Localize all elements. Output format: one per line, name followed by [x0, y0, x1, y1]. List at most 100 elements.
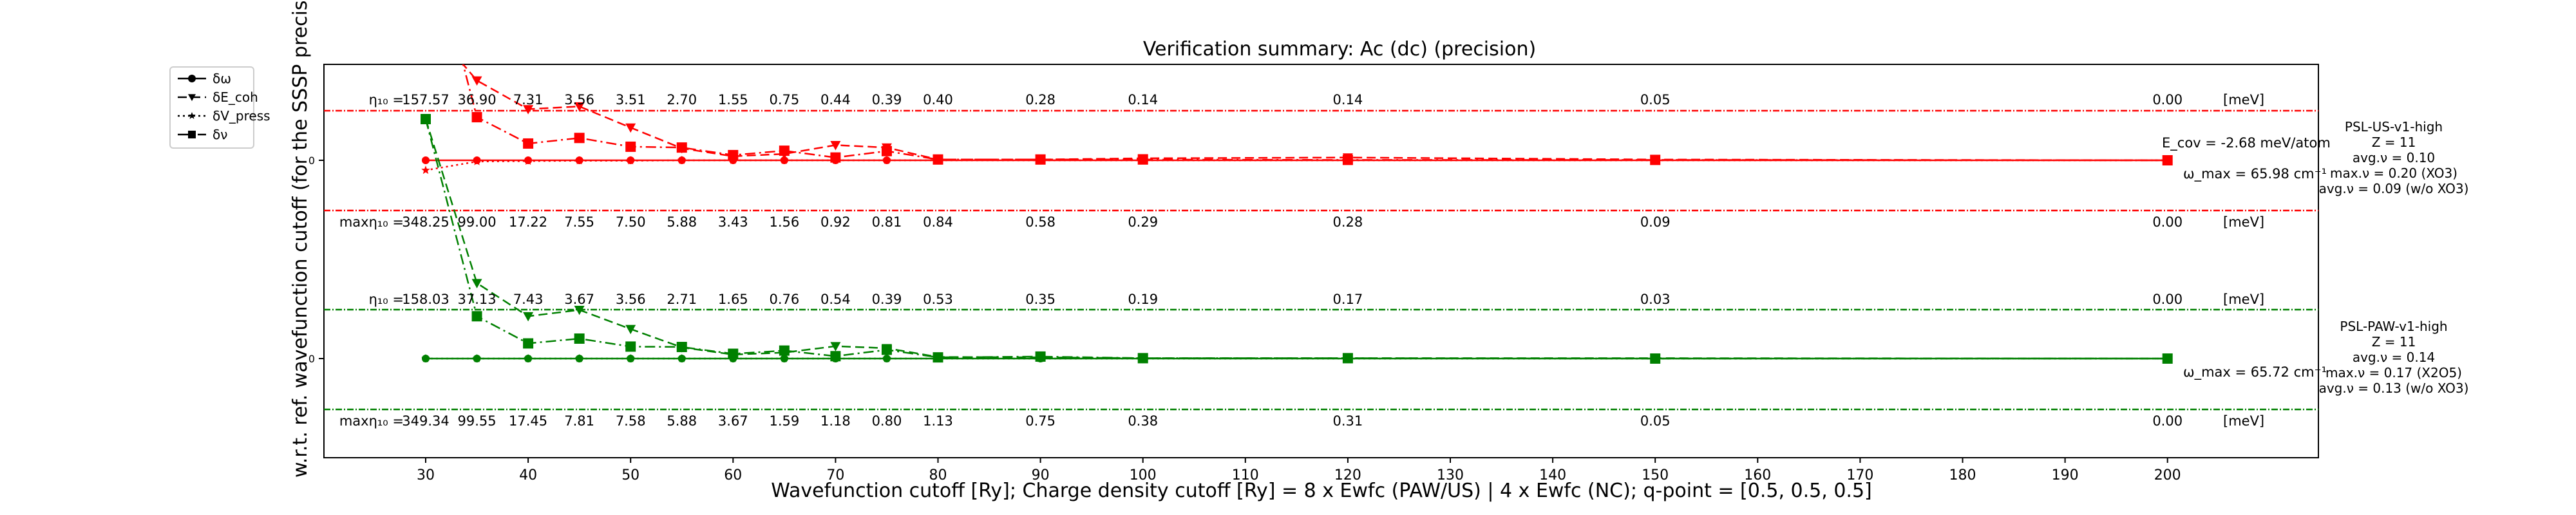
- data-point-ecoh: [574, 305, 585, 315]
- max-eta-value: 0.84: [923, 214, 953, 230]
- data-point-nu: [471, 112, 482, 123]
- annotation-layer: 157.57 348.25 36.90 99.00 7.31 17.22 3.56 7.55 3…: [339, 92, 2469, 429]
- data-layer: [324, 64, 2318, 411]
- data-point-omega: [1651, 156, 1660, 164]
- pseudo-info-line: max.ν = 0.20 (XO3): [2330, 165, 2458, 181]
- data-point-ecoh: [830, 342, 841, 351]
- data-point-nu: [523, 138, 534, 149]
- x-tick-label: 50: [621, 467, 639, 483]
- x-tick-label: 80: [929, 467, 947, 483]
- pseudo-info-line: avg.ν = 0.13 (w/o XO3): [2319, 380, 2469, 396]
- data-point-omega: [1139, 355, 1147, 362]
- eta-value: 3.56: [564, 92, 594, 108]
- axes-frame: [323, 64, 2319, 458]
- max-eta-value: 0.80: [872, 413, 902, 429]
- series-line-nu: [424, 118, 2168, 360]
- eta-value: 2.70: [667, 92, 697, 108]
- eta-value: 7.43: [513, 292, 544, 307]
- y-tick-label: 0: [308, 154, 315, 167]
- max-eta-prefix: maxη₁₀ =: [339, 214, 404, 230]
- data-point-nu: [779, 345, 790, 356]
- data-point-nu: [471, 311, 482, 322]
- data-point-ecoh: [523, 105, 534, 115]
- data-point-omega: [575, 355, 583, 362]
- data-point-omega: [2163, 156, 2172, 164]
- legend-label: δV_press: [213, 108, 270, 124]
- data-point-omega: [780, 156, 788, 164]
- data-point-ecoh: [574, 102, 585, 112]
- x-tick-label: 40: [519, 467, 537, 483]
- series-line-ecoh: [462, 64, 2168, 162]
- data-point-vpress: [421, 165, 430, 174]
- omega-max-label: ω_max = 65.72 cm⁻¹: [2183, 364, 2327, 380]
- y-tick-label: 0: [308, 353, 315, 365]
- max-eta-value: 0.38: [1128, 413, 1158, 429]
- pseudo-info-line: PSL-PAW-v1-high: [2340, 319, 2447, 334]
- eta-value: 0.00: [2152, 292, 2183, 307]
- panel-paw: [324, 114, 2318, 411]
- data-point-nu: [881, 145, 892, 156]
- data-point-omega: [882, 355, 891, 362]
- data-point-omega: [831, 355, 840, 362]
- x-tick-label: 120: [1334, 467, 1361, 483]
- legend-marker: [188, 131, 196, 138]
- data-point-nu: [625, 341, 636, 352]
- eta-value: 0.39: [872, 92, 902, 108]
- x-tick-label: 100: [1130, 467, 1157, 483]
- omega-max-label: ω_max = 65.98 cm⁻¹: [2183, 166, 2327, 182]
- x-tick-label: 160: [1744, 467, 1771, 483]
- data-point-omega: [882, 156, 891, 164]
- data-point-nu: [523, 338, 534, 349]
- eta-value: 0.35: [1025, 292, 1056, 307]
- data-point-omega: [729, 355, 737, 362]
- eta-value: 3.51: [616, 92, 646, 108]
- eta-value: 0.75: [769, 92, 799, 108]
- legend-frame: [169, 66, 254, 149]
- pseudo-info-line: avg.ν = 0.09 (w/o XO3): [2319, 181, 2469, 196]
- max-eta-value: 1.56: [769, 214, 799, 230]
- panel-us: [324, 64, 2318, 212]
- max-eta-value: 349.34: [402, 413, 449, 429]
- eta-value: 0.40: [923, 92, 953, 108]
- data-point-omega: [473, 156, 481, 164]
- max-eta-value: 7.58: [616, 413, 646, 429]
- ecov-label: E_cov = -2.68 meV/atom: [2162, 135, 2331, 151]
- data-point-nu: [625, 141, 636, 152]
- data-point-omega: [1139, 156, 1147, 164]
- eta-prefix: η₁₀ =: [369, 292, 404, 307]
- unit-label: [meV]: [2223, 292, 2264, 307]
- data-point-nu: [779, 145, 790, 156]
- pseudo-info-line: Z = 11: [2372, 135, 2416, 150]
- x-tick-label: 170: [1846, 467, 1873, 483]
- data-point-ecoh: [625, 123, 636, 133]
- data-point-omega: [1651, 355, 1660, 362]
- eta-value: 0.39: [872, 292, 902, 307]
- data-point-omega: [1036, 156, 1045, 164]
- data-point-nu: [574, 133, 585, 144]
- max-eta-value: 0.92: [820, 214, 851, 230]
- eta-value: 0.05: [1640, 92, 1671, 108]
- data-point-nu: [676, 142, 687, 153]
- pseudo-info-line: Z = 11: [2372, 334, 2416, 350]
- data-point-omega: [1036, 355, 1045, 362]
- max-eta-value: 0.31: [1333, 413, 1363, 429]
- eta-value: 37.13: [457, 292, 496, 307]
- y-axis-label: w.r.t. ref. wavefunction cutoff (for the…: [289, 0, 312, 478]
- max-eta-value: 17.45: [509, 413, 547, 429]
- data-point-ecoh: [471, 76, 482, 86]
- max-eta-value: 1.18: [820, 413, 851, 429]
- x-tick-label: 60: [724, 467, 742, 483]
- data-point-omega: [575, 156, 583, 164]
- series-line-ecoh: [424, 118, 2168, 360]
- max-eta-value: 0.29: [1128, 214, 1158, 230]
- data-point-omega: [1343, 355, 1352, 362]
- data-point-omega: [934, 355, 942, 362]
- eta-value: 0.44: [820, 92, 851, 108]
- eta-value: 0.03: [1640, 292, 1671, 307]
- x-tick-label: 70: [826, 467, 844, 483]
- x-tick-label: 140: [1539, 467, 1566, 483]
- eta-value: 0.14: [1333, 92, 1363, 108]
- eta-value: 158.03: [402, 292, 449, 307]
- x-axis-label: Wavefunction cutoff [Ry]; Charge density…: [771, 480, 1872, 502]
